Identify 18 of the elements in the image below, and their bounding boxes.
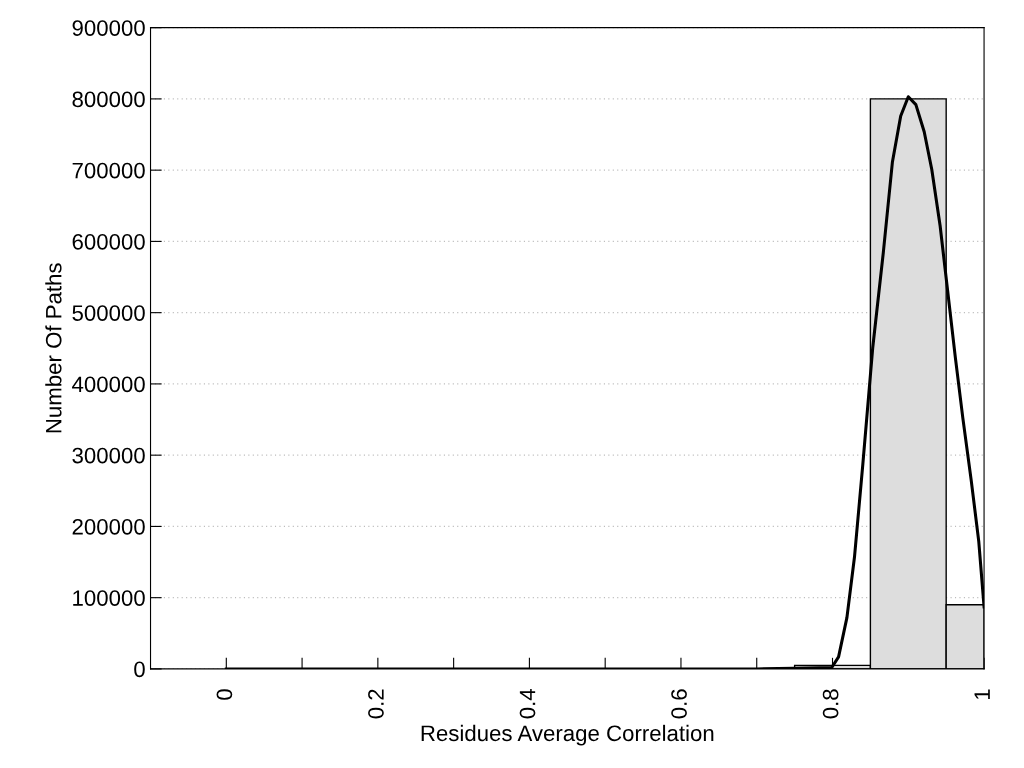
x-tick-label: 0.8 [822, 689, 839, 719]
y-tick-label: 500000 [72, 305, 145, 321]
x-tick-label: 0 [216, 689, 233, 700]
x-axis-title: Residues Average Correlation [421, 724, 714, 746]
y-tick-label: 800000 [72, 91, 145, 108]
y-tick-label: 100000 [73, 590, 145, 606]
y-tick-label: 600000 [72, 233, 145, 250]
y-tick-label: 300000 [72, 447, 145, 464]
x-tick-label: 0.2 [368, 689, 384, 719]
y-axis-title: Number Of Paths [45, 263, 62, 433]
x-tick-label: 0.4 [519, 689, 536, 719]
y-tick-label: 0 [134, 661, 145, 678]
x-tick-label: 1 [974, 689, 990, 700]
y-tick-label: 400000 [72, 376, 145, 393]
y-tick-label: 900000 [72, 20, 145, 36]
x-tick-label: 0.6 [671, 689, 687, 719]
y-tick-label: 700000 [72, 162, 145, 179]
y-tick-label: 200000 [72, 518, 145, 535]
